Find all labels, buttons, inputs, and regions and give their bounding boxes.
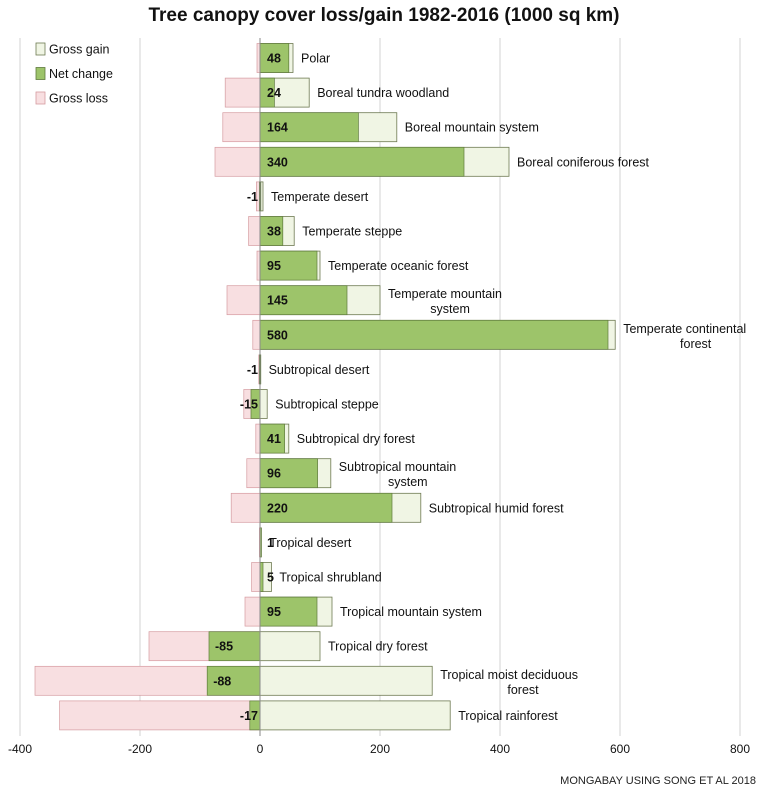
loss-bar-5 <box>249 217 260 246</box>
category-label-2: Boreal mountain system <box>405 121 539 135</box>
net-value-label-14: 1 <box>267 536 274 550</box>
net-bar-3 <box>260 147 464 176</box>
x-axis: -400 -200 0 200 400 600 800 <box>8 742 750 756</box>
net-value-label-11: 41 <box>267 432 281 446</box>
bars-layer <box>35 38 615 736</box>
category-label-7: Temperate mountain system <box>388 287 502 316</box>
net-value-label-12: 96 <box>267 467 281 481</box>
loss-bar-2 <box>223 113 260 142</box>
x-tick-label-6: 800 <box>730 742 750 756</box>
category-label-12: Subtropical mountain system <box>339 460 456 489</box>
category-label-11: Subtropical dry forest <box>297 432 416 446</box>
bar-group-12 <box>247 459 331 488</box>
category-label-line-7-0: Temperate mountain <box>388 287 502 301</box>
category-label-line-8-0: Temperate continental <box>623 322 746 336</box>
legend-swatch-1 <box>36 68 45 80</box>
bar-group-18 <box>35 666 432 695</box>
net-value-label-5: 38 <box>267 225 281 239</box>
gain-bar-19 <box>260 701 450 730</box>
category-label-0: Polar <box>301 52 330 66</box>
bar-group-2 <box>223 113 397 142</box>
net-value-label-15: 5 <box>267 571 274 585</box>
net-value-label-4: -1 <box>247 190 258 204</box>
category-label-line-7-1: system <box>430 302 470 316</box>
legend-swatch-2 <box>36 92 45 104</box>
category-label-16: Tropical mountain system <box>340 605 482 619</box>
loss-bar-8 <box>253 320 260 349</box>
category-label-1: Boreal tundra woodland <box>317 86 449 100</box>
bar-group-17 <box>149 632 320 661</box>
loss-bar-16 <box>245 597 260 626</box>
category-label-line-18-0: Tropical moist deciduous <box>440 668 578 682</box>
category-label-line-12-1: system <box>388 475 428 489</box>
category-label-17: Tropical dry forest <box>328 640 428 654</box>
category-label-line-12-0: Subtropical mountain <box>339 460 456 474</box>
loss-bar-19 <box>60 701 260 730</box>
x-tick-label-0: -400 <box>8 742 32 756</box>
net-value-label-6: 95 <box>267 259 281 273</box>
net-value-label-19: -17 <box>240 709 258 723</box>
net-value-label-0: 48 <box>267 52 281 66</box>
category-label-5: Temperate steppe <box>302 225 402 239</box>
x-tick-label-1: -200 <box>128 742 152 756</box>
category-label-13: Subtropical humid forest <box>429 501 564 515</box>
bar-group-16 <box>245 597 332 626</box>
loss-bar-12 <box>247 459 260 488</box>
net-value-label-9: -1 <box>247 363 258 377</box>
category-label-line-8-1: forest <box>680 337 712 351</box>
category-label-10: Subtropical steppe <box>275 398 379 412</box>
x-tick-label-4: 400 <box>490 742 510 756</box>
loss-bar-11 <box>256 424 260 453</box>
net-value-label-10: -15 <box>240 398 258 412</box>
gain-bar-10 <box>260 390 267 419</box>
loss-bar-13 <box>231 493 260 522</box>
net-value-label-2: 164 <box>267 121 288 135</box>
net-value-label-17: -85 <box>215 640 233 654</box>
category-label-19: Tropical rainforest <box>458 709 558 723</box>
loss-bar-7 <box>227 286 260 315</box>
net-value-label-1: 24 <box>267 86 281 100</box>
chart-title: Tree canopy cover loss/gain 1982-2016 (1… <box>148 5 619 26</box>
category-label-9: Subtropical desert <box>269 363 370 377</box>
loss-bar-15 <box>252 563 260 592</box>
loss-bar-1 <box>225 78 260 107</box>
x-tick-label-2: 0 <box>257 742 264 756</box>
category-label-15: Tropical shrubland <box>279 571 381 585</box>
gain-bar-17 <box>260 632 320 661</box>
category-label-6: Temperate oceanic forest <box>328 259 469 273</box>
legend-label-1: Net change <box>49 67 113 81</box>
bar-group-7 <box>227 286 380 315</box>
legend-label-2: Gross loss <box>49 92 108 106</box>
chart-credit: MONGABAY USING SONG ET AL 2018 <box>560 775 756 787</box>
net-value-label-13: 220 <box>267 501 288 515</box>
legend-label-0: Gross gain <box>49 43 109 57</box>
net-value-label-3: 340 <box>267 155 288 169</box>
legend-swatch-0 <box>36 43 45 55</box>
bar-group-8 <box>253 320 615 349</box>
category-label-line-18-1: forest <box>507 683 539 697</box>
loss-bar-3 <box>215 147 260 176</box>
net-bar-8 <box>260 320 608 349</box>
legend: Gross gain Net change Gross loss <box>36 43 113 106</box>
bar-group-3 <box>215 147 509 176</box>
net-value-label-7: 145 <box>267 294 288 308</box>
category-label-3: Boreal coniferous forest <box>517 155 650 169</box>
net-value-label-18: -88 <box>213 674 231 688</box>
x-tick-label-5: 600 <box>610 742 630 756</box>
category-label-8: Temperate continental forest <box>623 322 746 351</box>
net-value-label-16: 95 <box>267 605 281 619</box>
chart-canvas: Tree canopy cover loss/gain 1982-2016 (1… <box>0 0 768 790</box>
gain-bar-18 <box>260 666 432 695</box>
x-tick-label-3: 200 <box>370 742 390 756</box>
category-label-4: Temperate desert <box>271 190 369 204</box>
net-value-label-8: 580 <box>267 328 288 342</box>
category-label-14: Tropical desert <box>269 536 352 550</box>
grid-lines <box>20 38 740 736</box>
category-label-18: Tropical moist deciduous forest <box>440 668 578 697</box>
